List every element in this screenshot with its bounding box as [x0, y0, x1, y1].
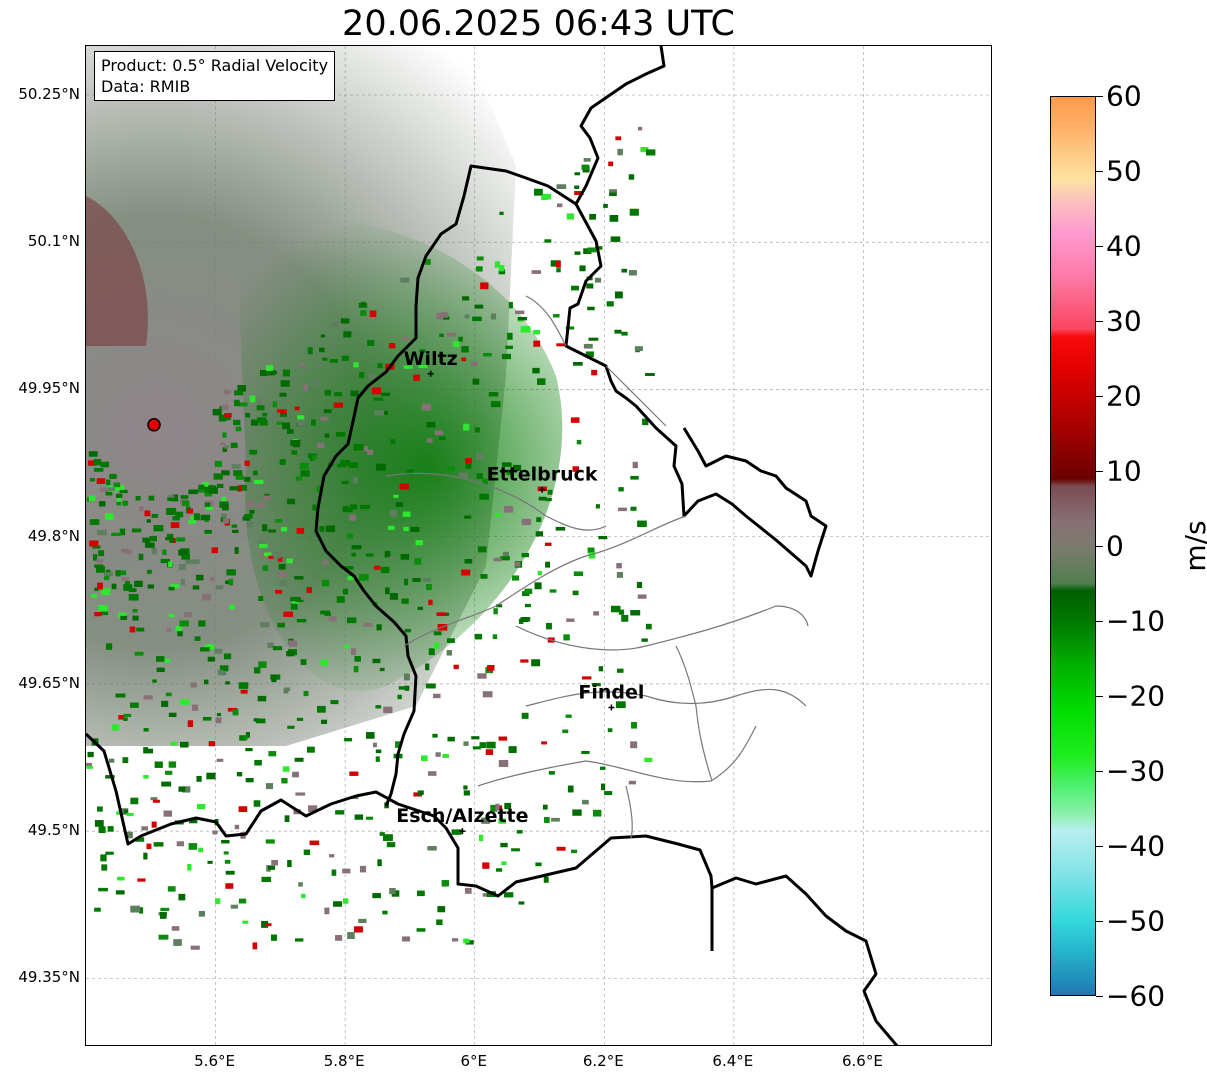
colorbar-tick-label: 60 — [1106, 79, 1142, 113]
colorbar-tick-label: −60 — [1106, 979, 1166, 1013]
lat-tick-label: 50.25°N — [18, 85, 80, 104]
colorbar-tick-label: −10 — [1106, 604, 1166, 638]
city-marker — [427, 370, 434, 377]
colorbar-tick-label: 20 — [1106, 379, 1142, 413]
colorbar-tick — [1096, 771, 1103, 772]
lon-tick-label: 6°E — [460, 1052, 487, 1070]
lat-tick-label: 50.1°N — [27, 232, 80, 251]
radar-echoes — [86, 46, 656, 950]
lat-tick-label: 49.35°N — [18, 968, 80, 987]
colorbar-tick-label: 30 — [1106, 304, 1142, 338]
city-marker — [608, 704, 615, 711]
colorbar-tick — [1096, 171, 1103, 172]
city-marker — [539, 486, 546, 493]
lat-tick-label: 49.95°N — [18, 379, 80, 398]
colorbar-tick-label: −20 — [1106, 679, 1166, 713]
colorbar — [1050, 96, 1096, 996]
country-borders — [86, 46, 899, 1045]
lat-tick-label: 49.65°N — [18, 673, 80, 692]
radar-site-marker — [147, 418, 161, 432]
lon-tick-label: 5.6°E — [194, 1052, 235, 1070]
colorbar-tick — [1096, 246, 1103, 247]
radar-map[interactable]: Wiltz Ettelbruck Findel Esch/Alzette — [85, 45, 992, 1046]
data-source-label: Data: RMIB — [101, 77, 191, 96]
colorbar-tick — [1096, 996, 1103, 997]
colorbar-tick — [1096, 621, 1103, 622]
colorbar-tick-label: −50 — [1106, 904, 1166, 938]
lon-tick-label: 6.6°E — [842, 1052, 883, 1070]
lon-tick-label: 6.4°E — [712, 1052, 754, 1070]
colorbar-tick — [1096, 921, 1103, 922]
map-title: 20.06.2025 06:43 UTC — [342, 4, 735, 44]
city-markers: Wiltz Ettelbruck Findel Esch/Alzette — [396, 348, 644, 835]
colorbar-tick — [1096, 471, 1103, 472]
colorbar-unit-label: m/s — [1179, 520, 1207, 572]
lon-tick-label: 6.2°E — [582, 1052, 624, 1070]
colorbar-tick — [1096, 696, 1103, 697]
colorbar-tick — [1096, 546, 1103, 547]
colorbar-tick — [1096, 846, 1103, 847]
colorbar-tick-label: 50 — [1106, 154, 1142, 188]
city-label: Wiltz — [404, 348, 458, 370]
colorbar-tick-label: 0 — [1106, 529, 1124, 563]
product-info-box: Product: 0.5° Radial Velocity Data: RMIB — [94, 51, 336, 101]
colorbar-tick-label: 40 — [1106, 229, 1142, 263]
colorbar-tick-label: 10 — [1106, 454, 1142, 488]
region-borders — [385, 295, 809, 839]
colorbar-tick — [1096, 396, 1103, 397]
map-canvas: Wiltz Ettelbruck Findel Esch/Alzette — [86, 46, 991, 1045]
lon-tick-label: 5.8°E — [323, 1052, 365, 1070]
colorbar-tick-label: −40 — [1106, 829, 1166, 863]
city-label: Ettelbruck — [487, 464, 598, 486]
radar-site-dot — [147, 418, 161, 432]
city-label: Findel — [578, 681, 644, 703]
city-marker — [459, 828, 466, 835]
colorbar-tick — [1096, 96, 1103, 97]
colorbar-tick-label: −30 — [1106, 754, 1166, 788]
lat-tick-label: 49.8°N — [27, 526, 80, 545]
product-label: Product: 0.5° Radial Velocity — [101, 56, 329, 75]
colorbar-tick — [1096, 321, 1103, 322]
lat-tick-label: 49.5°N — [27, 821, 80, 840]
city-label: Esch/Alzette — [396, 805, 528, 827]
